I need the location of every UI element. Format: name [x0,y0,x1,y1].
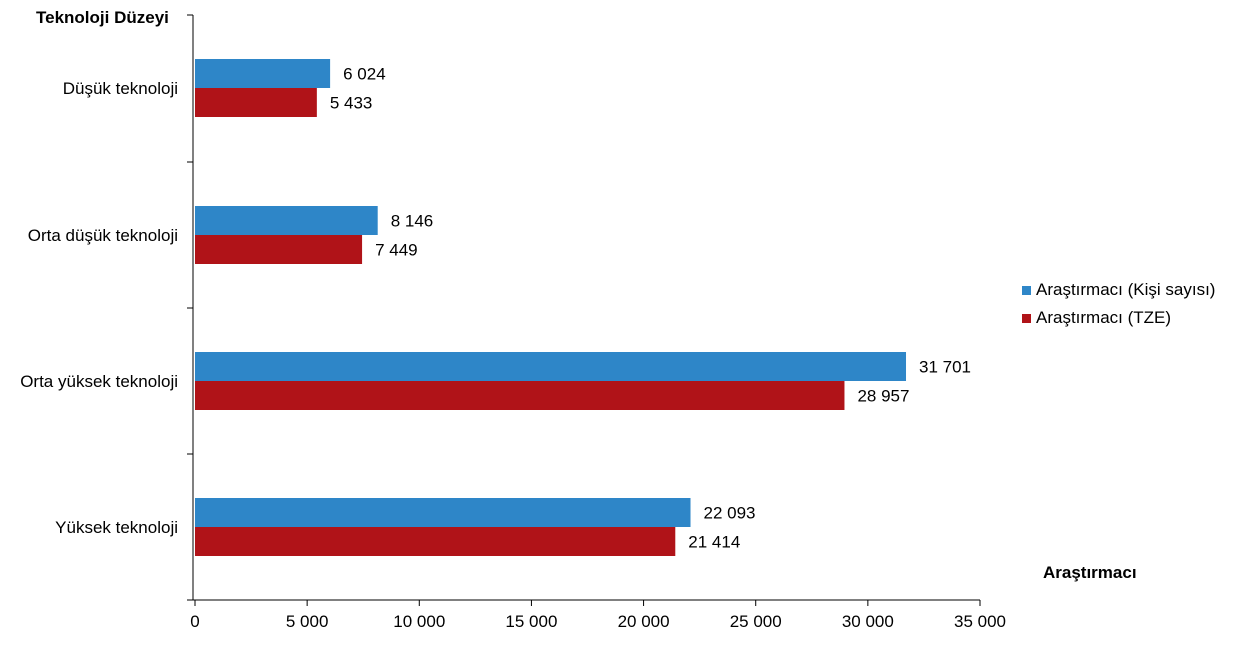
data-label: 7 449 [375,241,418,260]
category-label: Düşük teknoloji [63,79,178,98]
bar [195,352,907,381]
data-label: 28 957 [857,387,909,406]
category-label: Orta yüksek teknoloji [20,372,178,391]
data-label: 8 146 [391,212,434,231]
x-tick-label: 5 000 [286,612,329,631]
legend-item-tze: Araştırmacı (TZE) [1022,304,1215,332]
data-label: 6 024 [343,65,386,84]
category-label: Yüksek teknoloji [55,518,178,537]
legend: Araştırmacı (Kişi sayısı) Araştırmacı (T… [1022,276,1215,332]
bar [195,235,363,264]
x-axis-title: Araştırmacı [1043,563,1137,582]
legend-label-tze: Araştırmacı (TZE) [1036,308,1172,327]
bar [195,527,676,556]
legend-swatch-tze [1022,313,1031,323]
x-tick-label: 20 000 [618,612,670,631]
bar [195,498,691,527]
legend-item-persons: Araştırmacı (Kişi sayısı) [1022,276,1215,304]
bar [195,206,378,235]
category-label: Orta düşük teknoloji [28,226,178,245]
data-label: 5 433 [330,94,373,113]
data-label: 21 414 [688,533,740,552]
x-tick-label: 35 000 [954,612,1006,631]
legend-swatch-persons [1022,285,1031,295]
x-tick-label: 15 000 [505,612,557,631]
data-label: 31 701 [919,358,971,377]
bar [195,59,331,88]
x-tick-label: 30 000 [842,612,894,631]
legend-label-persons: Araştırmacı (Kişi sayısı) [1036,280,1216,299]
bar [195,88,317,117]
data-label: 22 093 [704,504,756,523]
x-tick-label: 25 000 [730,612,782,631]
x-tick-label: 0 [190,612,199,631]
bar [195,381,845,410]
x-tick-label: 10 000 [393,612,445,631]
y-axis-title: Teknoloji Düzeyi [36,8,169,27]
